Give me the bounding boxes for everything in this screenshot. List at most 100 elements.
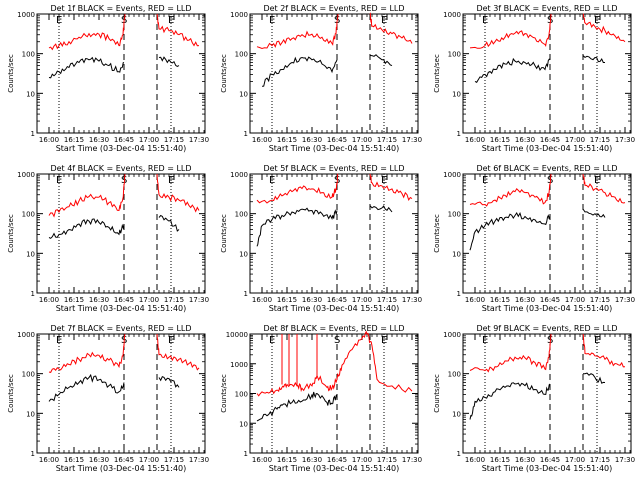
panel-det-3f: Det 3f BLACK = Events, RED = LLD 1 10 100 10… [433,4,635,153]
series-events-line [48,373,125,402]
y-tick-label: 10 [452,410,461,418]
series-events-line [474,57,551,83]
y-tick-label: 100 [22,51,35,59]
plot-frame [462,333,632,454]
x-tick-label: 16:45 [114,136,134,144]
plot-frame [36,173,206,294]
x-tick-label: 16:15 [277,456,297,464]
x-tick-label: 17:30 [402,456,422,464]
y-tick-label: 10 [26,250,35,258]
x-tick-label: 16:00 [465,296,485,304]
panel-det-4f: Det 4f BLACK = Events, RED = LLD 1 10 100 10… [7,164,209,313]
y-axis-label: Counts/sec [433,214,441,253]
x-tick-label: 16:45 [540,136,560,144]
x-tick-label: 16:30 [302,296,322,304]
y-tick-label: 1 [457,130,461,138]
y-tick-label: 100 [235,391,248,399]
panel-title: Det 3f BLACK = Events, RED = LLD [476,4,617,13]
y-axis-label: Counts/sec [7,214,15,253]
panel-title: Det 9f BLACK = Events, RED = LLD [476,324,617,333]
panel-det-5f: Det 5f BLACK = Events, RED = LLD 1 10 100 10… [220,164,422,313]
x-tick-label: 16:45 [114,456,134,464]
x-tick-label: 16:00 [39,296,59,304]
y-tick-label: 1000 [230,171,248,179]
series-events-line [469,212,551,251]
y-tick-label: 10 [452,250,461,258]
x-tick-label: 17:00 [139,296,159,304]
x-tick-label: 16:15 [490,136,510,144]
plot-frame [36,333,206,454]
x-tick-label: 16:30 [89,296,109,304]
x-axis-label: Start Time (03-Dec-04 15:51:40) [269,304,400,313]
event-marker-e: E [482,15,488,26]
event-marker-e: E [168,175,174,186]
series-lld-line [582,13,626,43]
event-marker-e: E [269,15,275,26]
series-events-line [158,56,180,67]
x-axis-label: Start Time (03-Dec-04 15:51:40) [56,144,187,153]
y-tick-label: 1000 [443,171,461,179]
series-events-line [369,54,393,67]
plot-frame [462,13,632,134]
y-axis-label: Counts/sec [220,54,228,93]
y-tick-label: 1 [457,290,461,298]
y-tick-label: 10 [26,90,35,98]
panel-title: Det 2f BLACK = Events, RED = LLD [263,4,404,13]
event-marker-e: E [381,175,387,186]
y-tick-label: 1000 [230,11,248,19]
series-lld-line [48,173,126,218]
x-tick-label: 16:30 [515,136,535,144]
plot-frame [249,173,419,294]
x-tick-label: 17:30 [189,136,209,144]
x-tick-label: 16:45 [114,296,134,304]
x-tick-label: 16:00 [252,136,272,144]
series-events-line [582,208,606,218]
series-lld-line [156,173,200,213]
x-tick-label: 17:15 [590,296,610,304]
series-events-line [48,218,125,239]
x-tick-label: 17:00 [565,296,585,304]
panel-det-2f: Det 2f BLACK = Events, RED = LLD 1 10 100 10… [220,4,422,153]
y-tick-label: 100 [235,211,248,219]
series-lld-line [369,12,413,44]
y-tick-label: 100 [448,51,461,59]
event-marker-e: E [168,15,174,26]
x-tick-label: 16:15 [64,136,84,144]
y-tick-label: 1 [457,450,461,458]
x-tick-label: 16:00 [39,136,59,144]
series-lld-line [369,173,413,202]
panel-title: Det 5f BLACK = Events, RED = LLD [263,164,404,173]
panel-det-1f: Det 1f BLACK = Events, RED = LLD 1 10 100 10… [7,4,209,153]
series-events-line [583,372,606,384]
x-tick-label: 17:15 [590,136,610,144]
panel-det-7f: Det 7f BLACK = Events, RED = LLD 1 10 100 10… [7,324,209,473]
x-tick-label: 17:00 [352,456,372,464]
series-lld-line [156,333,200,371]
series-events-line [469,382,551,420]
y-tick-label: 10 [239,90,248,98]
x-tick-label: 16:30 [89,456,109,464]
x-axis-label: Start Time (03-Dec-04 15:51:40) [482,304,613,313]
panel-title: Det 6f BLACK = Events, RED = LLD [476,164,617,173]
series-lld-line [156,13,200,47]
y-tick-label: 1 [244,290,248,298]
series-lld-line [582,333,626,368]
x-tick-label: 16:45 [327,296,347,304]
plot-frame [36,13,206,134]
x-axis-label: Start Time (03-Dec-04 15:51:40) [482,144,613,153]
y-tick-label: 1 [31,290,35,298]
series-lld-line [256,330,413,397]
x-tick-label: 16:00 [252,296,272,304]
y-axis-label: Counts/sec [7,374,15,413]
event-marker-e: E [594,335,600,346]
x-tick-label: 17:15 [377,296,397,304]
panel-det-9f: Det 9f BLACK = Events, RED = LLD 1 10 100 10… [433,324,635,473]
y-tick-label: 1000 [443,11,461,19]
series-lld-line [469,173,552,207]
panel-title: Det 8f BLACK = Events, RED = LLD [263,324,404,333]
x-tick-label: 16:30 [515,456,535,464]
event-marker-e: E [482,335,488,346]
y-axis-label: Counts/sec [220,214,228,253]
x-tick-label: 17:30 [402,296,422,304]
